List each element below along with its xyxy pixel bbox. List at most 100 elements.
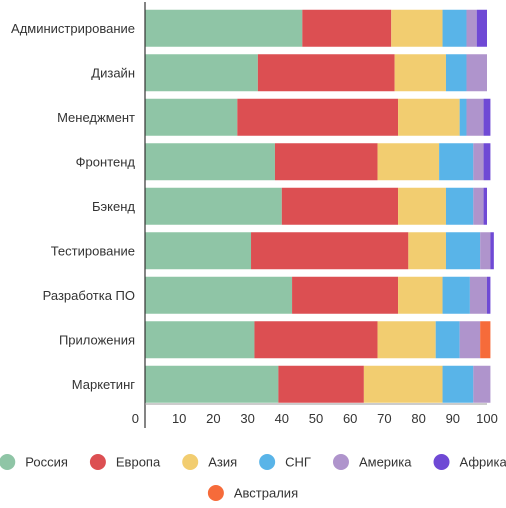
legend-label-1: Европа [116, 455, 161, 470]
bar-segment-0-3 [442, 9, 467, 47]
bar-row-8 [145, 365, 491, 403]
legend-label-3: СНГ [285, 455, 311, 470]
legend-swatch-2 [182, 454, 199, 470]
category-label-5: Тестирование [51, 243, 135, 258]
bar-row-1 [145, 54, 487, 92]
legend-item-1[interactable]: Европа [89, 454, 161, 470]
x-tick-labels: 0 10 20 30 40 50 60 70 80 90 100 [132, 411, 498, 426]
bar-segment-2-4 [466, 98, 484, 136]
bar-segment-2-0 [145, 98, 238, 136]
legend-label-2: Азия [208, 455, 237, 470]
x-tick-label-3: 30 [240, 411, 254, 426]
bar-segment-8-0 [145, 365, 279, 403]
bar-segment-3-2 [377, 143, 440, 181]
bar-segment-6-3 [442, 276, 470, 314]
bar-segment-8-1 [278, 365, 364, 403]
legend-item-0[interactable]: Россия [0, 454, 68, 470]
bar-segment-0-5 [476, 9, 487, 47]
bar-segment-4-1 [281, 187, 399, 225]
legend-label-5: Африка [460, 455, 506, 470]
bar-row-6 [145, 276, 491, 314]
bar-segment-3-3 [439, 143, 474, 181]
legend-item-6[interactable]: Австралия [207, 485, 298, 501]
bar-segment-5-3 [445, 232, 481, 270]
bar-segment-6-1 [292, 276, 399, 314]
bar-segment-5-4 [480, 232, 491, 270]
legend-label-0: Россия [25, 455, 68, 470]
x-tick-label-5: 50 [309, 411, 323, 426]
bar-segment-5-5 [490, 232, 494, 270]
bar-segment-8-4 [473, 365, 491, 403]
category-label-0: Администрирование [11, 21, 135, 36]
legend-swatch-0 [0, 454, 16, 470]
bar-segment-7-4 [459, 321, 481, 359]
bar-segment-6-5 [487, 276, 491, 314]
bar-segment-4-2 [398, 187, 446, 225]
bar-segment-0-2 [391, 9, 443, 47]
x-tick-label-10: 100 [476, 411, 498, 426]
category-label-8: Маркетинг [72, 377, 135, 392]
axes [144, 2, 487, 428]
bar-segment-1-3 [445, 54, 467, 92]
x-tick-label-8: 80 [411, 411, 425, 426]
bar-segment-1-4 [466, 54, 487, 92]
bar-segment-5-1 [251, 232, 409, 270]
bar-segment-4-5 [483, 187, 487, 225]
bar-row-7 [145, 321, 491, 359]
bar-segment-6-2 [398, 276, 443, 314]
bar-segment-7-2 [377, 321, 436, 359]
category-labels: Администрирование Дизайн Менеджмент Фронтен… [11, 21, 135, 392]
bar-segment-0-1 [302, 9, 392, 47]
category-label-6: Разработка ПО [43, 288, 135, 303]
x-tick-label-2: 20 [206, 411, 220, 426]
bar-segment-3-5 [483, 143, 491, 181]
category-label-7: Приложения [59, 332, 135, 347]
bar-row-0 [145, 9, 487, 47]
bar-segment-7-6 [480, 321, 491, 359]
legend-label-6: Австралия [234, 486, 298, 501]
legend-swatch-6 [207, 485, 224, 501]
bar-segment-4-4 [473, 187, 484, 225]
bar-segment-3-4 [473, 143, 484, 181]
bar-row-2 [145, 98, 491, 136]
bar-segment-3-1 [274, 143, 378, 181]
bar-segment-6-0 [145, 276, 293, 314]
x-tick-label-4: 40 [275, 411, 289, 426]
bar-segment-3-0 [145, 143, 275, 181]
bar-segment-8-2 [363, 365, 443, 403]
x-tick-label-7: 70 [377, 411, 391, 426]
bar-segment-1-0 [145, 54, 258, 92]
bar-segment-5-0 [145, 232, 252, 270]
x-tick-label-1: 10 [172, 411, 186, 426]
legend-label-4: Америка [359, 455, 412, 470]
bar-segment-7-1 [254, 321, 378, 359]
bar-segment-0-0 [145, 9, 303, 47]
bars-layer [145, 9, 494, 403]
legend-item-3[interactable]: СНГ [259, 454, 311, 470]
bar-segment-7-0 [145, 321, 255, 359]
bar-row-4 [145, 187, 487, 225]
x-tick-label-0: 0 [132, 411, 139, 426]
legend: Россия Европа Азия СНГ Америка Африка Австрали… [0, 454, 506, 501]
legend-swatch-3 [259, 454, 276, 470]
x-tick-label-6: 60 [343, 411, 357, 426]
bar-segment-2-5 [483, 98, 491, 136]
x-tick-label-9: 90 [446, 411, 460, 426]
legend-swatch-4 [332, 454, 349, 470]
legend-swatch-5 [433, 454, 450, 470]
bar-segment-4-0 [145, 187, 282, 225]
bar-segment-4-3 [445, 187, 474, 225]
legend-swatch-1 [89, 454, 106, 470]
legend-item-5[interactable]: Африка [433, 454, 506, 470]
legend-item-4[interactable]: Америка [332, 454, 412, 470]
category-label-4: Бэкенд [92, 199, 135, 214]
bar-row-5 [145, 232, 494, 270]
bar-segment-2-2 [398, 98, 460, 136]
bar-segment-2-1 [237, 98, 399, 136]
bar-segment-2-3 [459, 98, 467, 136]
bar-segment-5-2 [408, 232, 446, 270]
bar-row-3 [145, 143, 491, 181]
legend-item-2[interactable]: Азия [182, 454, 237, 470]
